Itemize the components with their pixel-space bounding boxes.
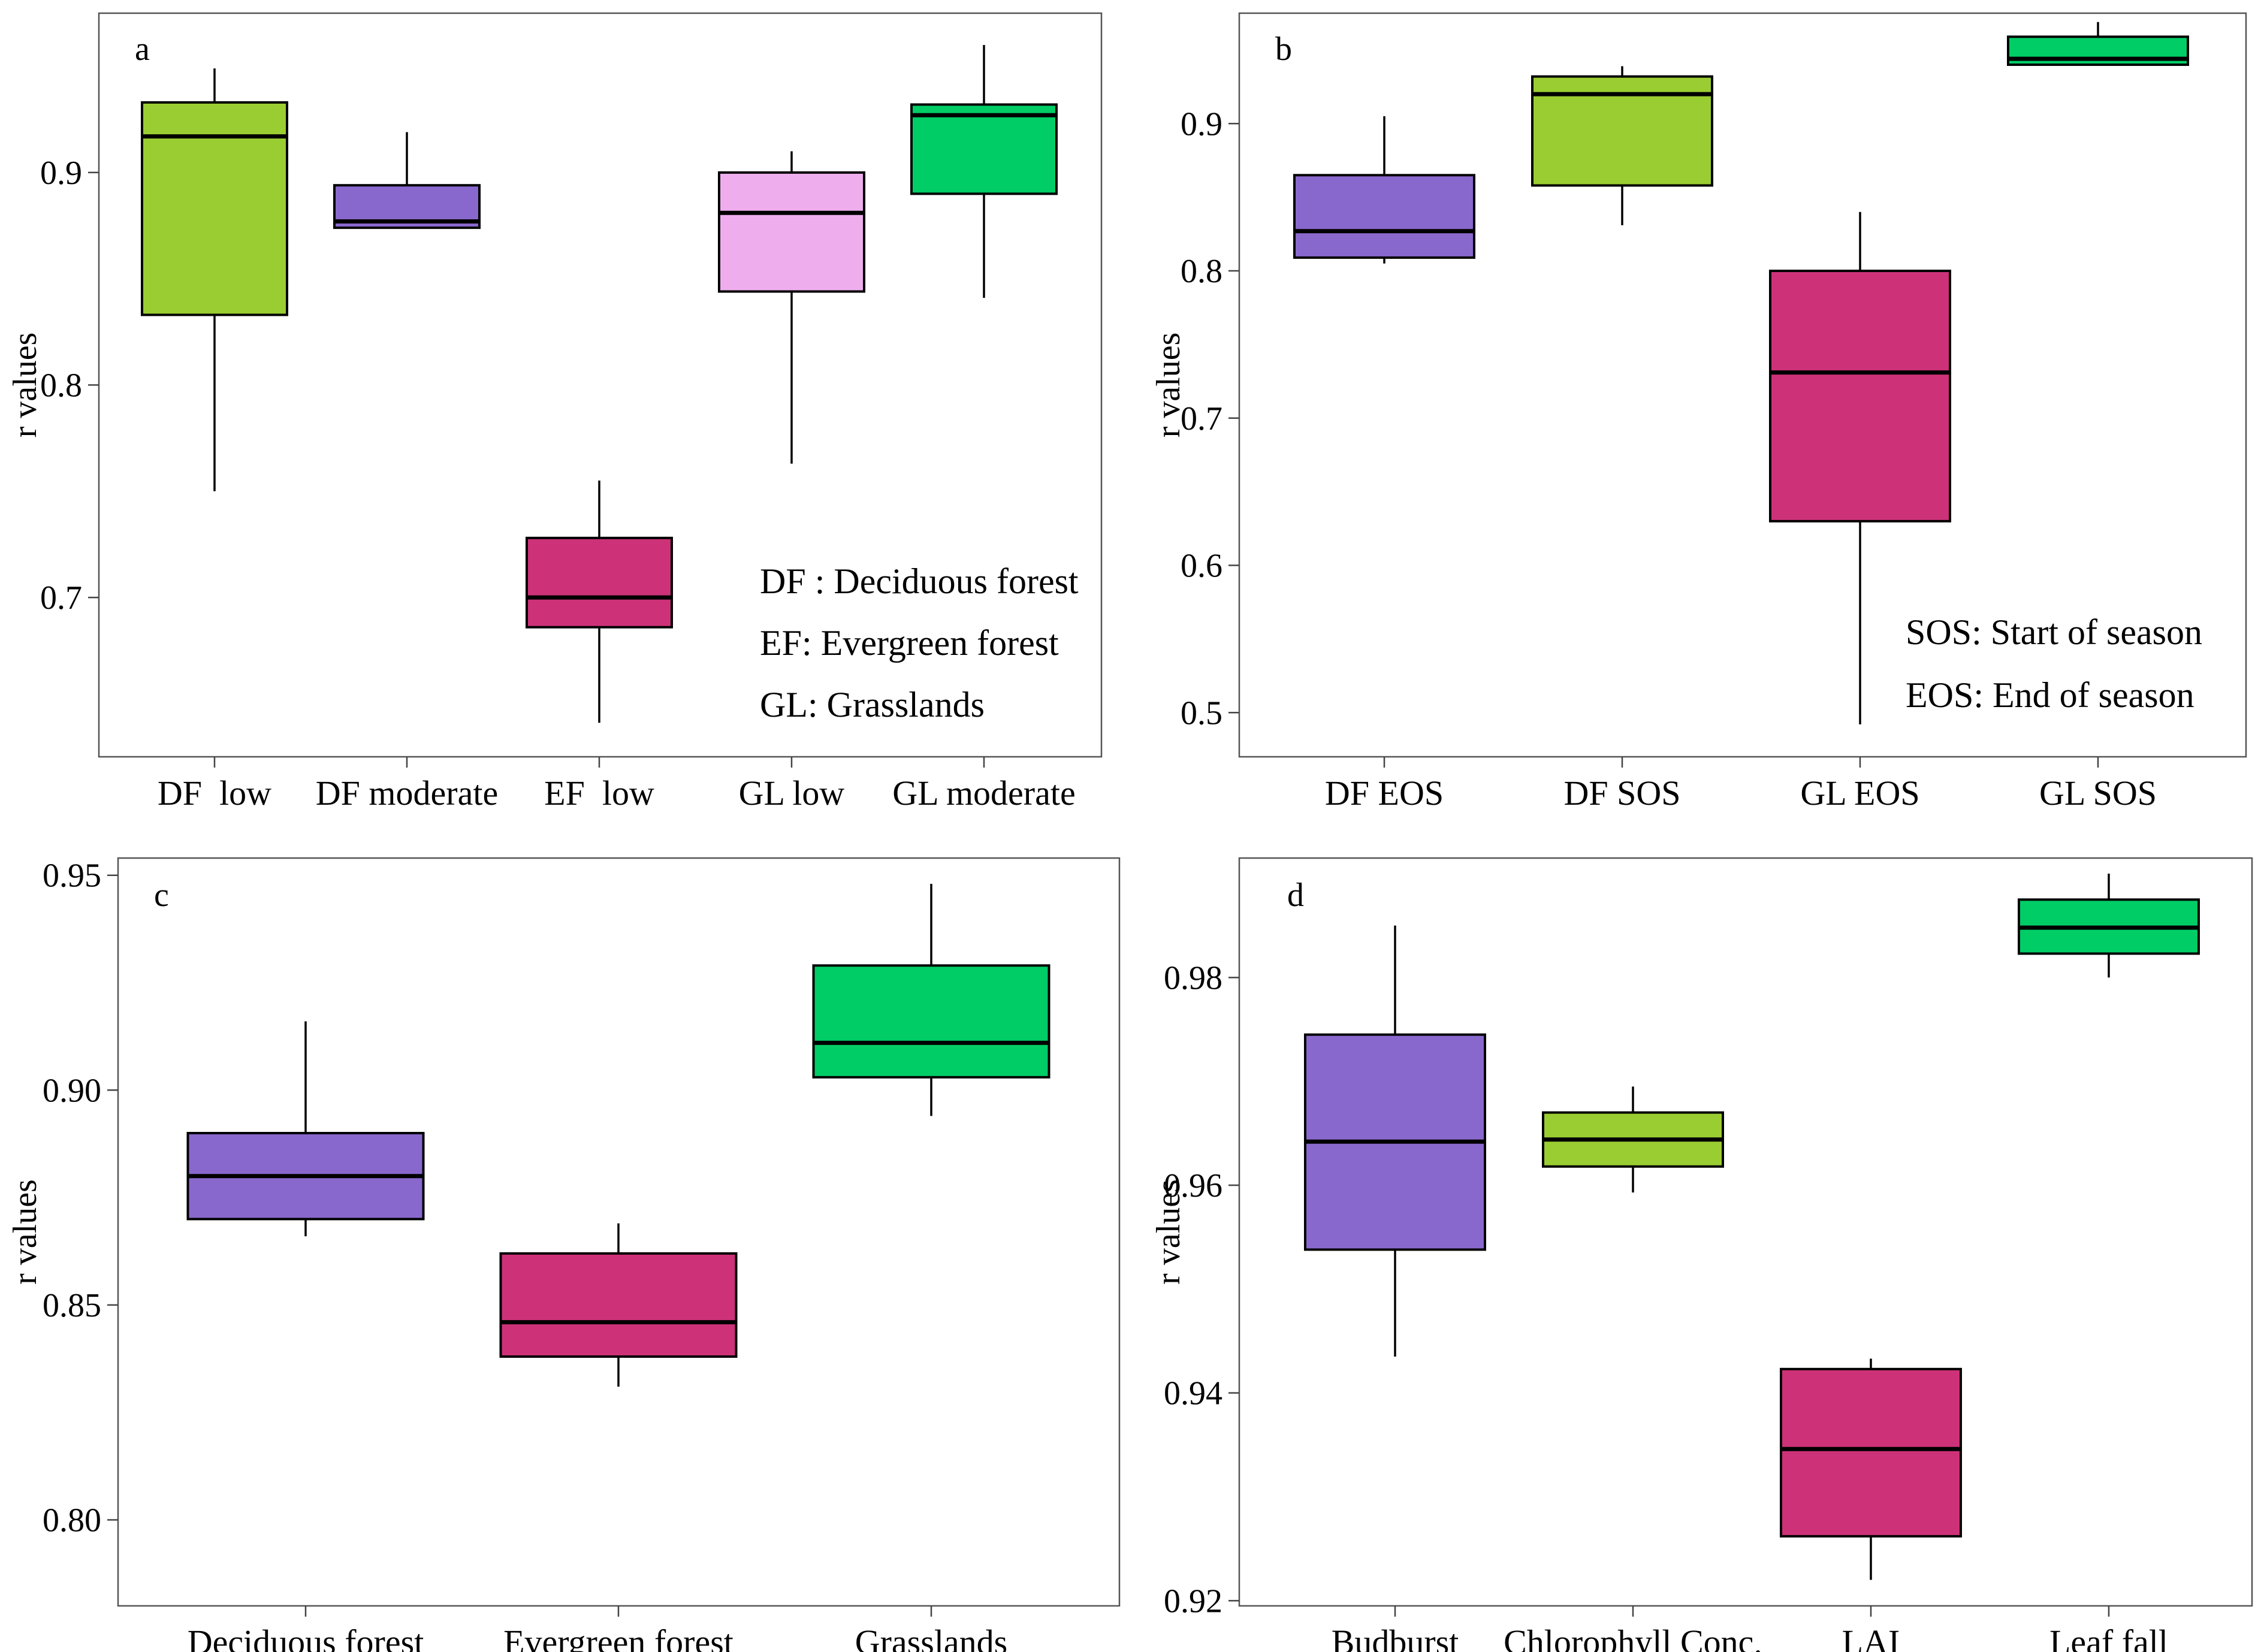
box-2 [1531,66,1713,225]
panel-letter: d [1287,877,1304,914]
box-1 [141,68,288,491]
box-body [499,1252,738,1358]
x-category-label: DF SOS [1563,774,1680,813]
x-category-label: Leaf fall [2049,1623,2168,1652]
box-body [910,103,1058,195]
x-category-label: Evergreen forest [503,1623,733,1652]
box-3 [1769,212,1951,724]
panel-letter: b [1275,31,1292,68]
y-tick-label: 0.7 [40,579,82,617]
box-body [812,964,1050,1079]
x-category-label: Grasslands [855,1623,1008,1652]
x-category-label: GL moderate [892,774,1075,813]
box-3 [526,481,673,723]
box-3 [812,884,1050,1116]
box-1 [1293,116,1475,264]
box-5 [910,45,1058,298]
box-4 [2018,874,2200,978]
x-category-label: GL low [739,774,845,813]
plot-frame [1238,857,2253,1607]
panel-c: 0.80 0.85 0.90 0.95 r values Deciduous forest… [7,857,1121,1652]
y-tick-label: 0.94 [1164,1375,1222,1412]
panel-b: 0.5 0.6 0.7 0.8 0.9 r values DF EOS DF SOS GL EO… [1150,12,2247,813]
box-body [1780,1367,1962,1538]
box-body [718,171,865,293]
y-tick-label: 0.5 [1181,694,1222,732]
x-category-label: Deciduous forest [188,1623,424,1652]
box-1 [1304,925,1486,1357]
annotation-note: EOS: End of season [1906,675,2194,715]
x-category-label: Budburst [1332,1623,1459,1652]
box-body [141,101,288,316]
box-body [1769,270,1951,523]
y-tick-label: 0.96 [1164,1167,1222,1204]
y-tick-label: 0.8 [40,367,82,404]
y-tick-label: 0.80 [43,1502,101,1539]
box-2 [333,132,481,229]
x-category-label: DF low [158,774,271,813]
box-2 [1542,1086,1724,1193]
y-axis-label: r values [1150,1179,1187,1285]
annotation-note: GL: Grasslands [760,685,985,724]
box-2 [499,1223,738,1387]
x-category-label: EF low [544,774,654,813]
y-tick-label: 0.85 [43,1287,101,1324]
plot-frame [1238,12,2247,758]
y-axis-label: r values [7,333,44,438]
box-body [1293,174,1475,259]
panel-d: 0.92 0.94 0.96 0.98 r values Budburst Chloroph… [1150,857,2253,1652]
panel-letter: a [135,31,150,68]
y-tick-label: 0.8 [1181,253,1222,290]
y-tick-label: 0.98 [1164,959,1222,996]
annotation-note: EF: Evergreen forest [760,623,1059,663]
y-tick-label: 0.90 [43,1072,101,1109]
y-tick-label: 0.95 [43,857,101,895]
y-tick-label: 0.9 [1181,105,1222,143]
annotation-note: DF : Deciduous forest [760,561,1079,601]
annotation-note: SOS: Start of season [1906,612,2202,652]
y-tick-label: 0.6 [1181,548,1222,585]
x-category-label: LAI [1842,1623,1900,1652]
box-3 [1780,1358,1962,1580]
box-1 [186,1021,425,1237]
box-body [526,536,673,629]
x-category-label: DF moderate [316,774,498,813]
x-category-label: DF EOS [1325,774,1444,813]
panel-letter: c [154,877,169,914]
y-tick-label: 0.92 [1164,1582,1222,1620]
box-4 [2007,22,2189,67]
panel-a: 0.7 0.8 0.9 r values DF low DF moderate EF low… [7,12,1103,813]
y-axis-label: r values [7,1179,44,1285]
x-category-label: GL SOS [2039,774,2157,813]
box-4 [718,151,865,464]
y-tick-label: 0.9 [40,155,82,192]
y-axis-label: r values [1150,333,1187,438]
x-category-label: GL EOS [1800,774,1919,813]
x-category-label: Chlorophyll Conc. [1504,1623,1762,1652]
y-tick-label: 0.7 [1181,400,1222,437]
